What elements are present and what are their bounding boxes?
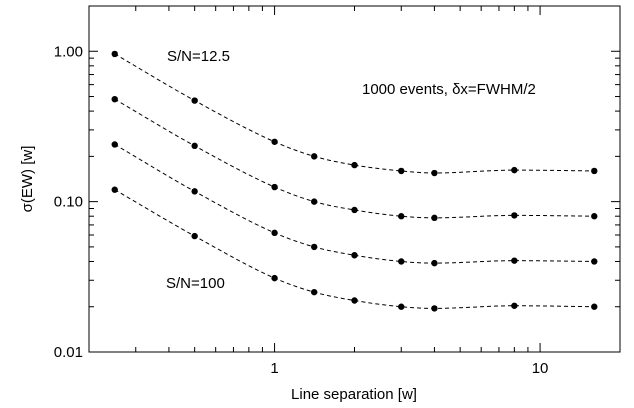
series-1-point [310, 153, 318, 160]
x-tick-label: 1 [270, 360, 278, 377]
series-1-point [191, 97, 198, 104]
series-1-point [431, 169, 438, 177]
y-tick-label: 0.10 [54, 194, 83, 211]
series-2-point [191, 142, 198, 150]
series-2-point [431, 214, 438, 222]
series-1-point [271, 138, 278, 145]
axis-tick-labels: 1 10 0.01 0.10 1.00 [54, 43, 549, 377]
x-axis-title: Line separation [w] [291, 386, 417, 403]
series-4-point [351, 297, 358, 304]
annotation-sn-100: S/N=100 [166, 275, 225, 292]
y-tick-label: 0.01 [54, 344, 83, 361]
series-4-point [271, 274, 278, 282]
series-2-point [271, 183, 278, 191]
series-3-point [398, 258, 405, 265]
series-4-point [398, 303, 405, 310]
series-2-point [511, 212, 518, 219]
series-1-point [111, 50, 118, 58]
series-4-point [310, 288, 318, 296]
y-axis-title: σ(EW) [w] [19, 146, 36, 213]
axis-ticks [88, 5, 621, 353]
series-2-point [111, 95, 118, 103]
series-1-line [114, 53, 595, 174]
series-3-point [310, 243, 318, 251]
y-tick-label: 1.00 [54, 43, 83, 60]
series-3-point [271, 229, 278, 237]
series-2-point [591, 213, 598, 220]
series-1-point [591, 167, 598, 175]
series-2-line [114, 98, 595, 219]
annotation-sn-12-5: S/N=12.5 [167, 48, 230, 65]
series-4-point [591, 303, 598, 310]
series-1-point [511, 166, 518, 174]
series-3-point [191, 188, 198, 195]
series-2-point [310, 198, 318, 205]
series-points [111, 50, 598, 312]
series-4-point [111, 186, 118, 193]
series-2-point [351, 206, 358, 214]
annotation-events: 1000 events, δx=FWHM/2 [362, 81, 536, 98]
series-4-point [511, 302, 518, 309]
series-3-point [591, 258, 598, 265]
series-3-point [111, 141, 118, 148]
series-3-point [511, 257, 518, 264]
series-3-point [431, 259, 438, 267]
series-3-point [351, 252, 358, 259]
series-4-point [431, 305, 438, 312]
series-1-point [351, 161, 358, 169]
series-1-point [398, 167, 405, 175]
series-2-point [398, 213, 405, 220]
series-4-point [191, 232, 198, 240]
x-tick-label: 10 [532, 360, 549, 377]
